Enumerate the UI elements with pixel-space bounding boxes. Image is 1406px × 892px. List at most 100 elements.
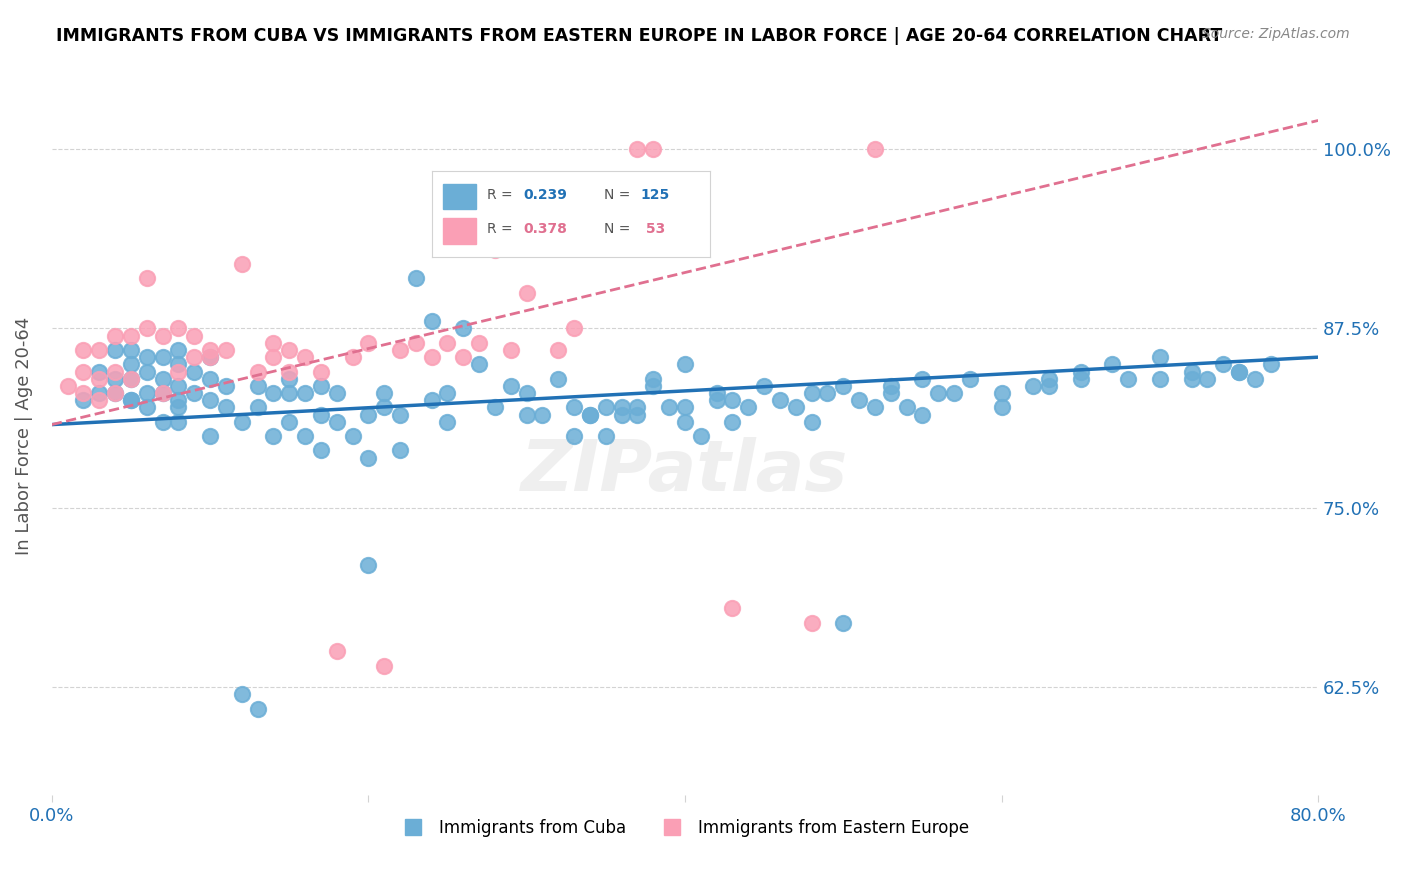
Point <box>1180 365 1202 379</box>
Point <box>215 401 238 415</box>
Point <box>562 429 585 443</box>
Point <box>1180 372 1202 386</box>
Point <box>135 321 157 335</box>
Point <box>863 142 886 156</box>
Point <box>626 408 648 422</box>
Point <box>626 142 648 156</box>
Point <box>896 401 918 415</box>
Point <box>1038 372 1060 386</box>
Point <box>658 401 681 415</box>
Point <box>484 401 506 415</box>
Point <box>1038 379 1060 393</box>
Point <box>453 350 475 364</box>
Point <box>800 615 823 630</box>
Point <box>516 408 538 422</box>
Point <box>1243 372 1265 386</box>
Y-axis label: In Labor Force | Age 20-64: In Labor Force | Age 20-64 <box>15 317 32 555</box>
Point <box>562 401 585 415</box>
Point <box>721 601 744 615</box>
Point <box>785 401 807 415</box>
Point <box>848 393 870 408</box>
Point <box>420 350 443 364</box>
Point <box>420 314 443 328</box>
Point <box>388 443 411 458</box>
Point <box>420 393 443 408</box>
Point <box>1212 357 1234 371</box>
Point <box>152 415 174 429</box>
Point <box>468 357 491 371</box>
Point <box>643 372 665 386</box>
Point <box>405 335 427 350</box>
Point <box>373 401 395 415</box>
Point <box>388 343 411 357</box>
Point <box>643 379 665 393</box>
Point <box>388 408 411 422</box>
Point <box>1070 372 1092 386</box>
Point <box>104 372 127 386</box>
Point <box>262 429 284 443</box>
Point <box>294 350 316 364</box>
Point <box>357 408 380 422</box>
Point <box>152 350 174 364</box>
Point <box>863 401 886 415</box>
Point <box>167 321 190 335</box>
Point <box>89 365 111 379</box>
Point <box>72 386 94 401</box>
Point <box>342 350 364 364</box>
Point <box>167 365 190 379</box>
Point <box>927 386 949 401</box>
Point <box>246 701 269 715</box>
Text: Source: ZipAtlas.com: Source: ZipAtlas.com <box>1202 27 1350 41</box>
Point <box>309 379 332 393</box>
Point <box>373 386 395 401</box>
Point <box>579 408 602 422</box>
Point <box>231 687 253 701</box>
Point <box>278 386 301 401</box>
Point <box>706 393 728 408</box>
Point <box>499 343 522 357</box>
Point <box>1260 357 1282 371</box>
Point <box>183 365 205 379</box>
Point <box>152 386 174 401</box>
Point <box>215 343 238 357</box>
Point <box>1149 372 1171 386</box>
Point <box>231 415 253 429</box>
Point <box>405 271 427 285</box>
Point <box>1101 357 1123 371</box>
Point <box>167 415 190 429</box>
Point <box>198 372 221 386</box>
Point <box>120 372 142 386</box>
Point <box>262 386 284 401</box>
Point <box>453 321 475 335</box>
Point <box>1149 350 1171 364</box>
Point <box>198 343 221 357</box>
Point <box>531 408 554 422</box>
Point <box>373 658 395 673</box>
Text: IMMIGRANTS FROM CUBA VS IMMIGRANTS FROM EASTERN EUROPE IN LABOR FORCE | AGE 20-6: IMMIGRANTS FROM CUBA VS IMMIGRANTS FROM … <box>56 27 1222 45</box>
Point <box>1022 379 1045 393</box>
Point <box>183 386 205 401</box>
Point <box>135 271 157 285</box>
Point <box>643 142 665 156</box>
Point <box>943 386 966 401</box>
Point <box>436 335 458 350</box>
Point <box>516 285 538 300</box>
Point <box>800 415 823 429</box>
Point <box>309 443 332 458</box>
Point <box>152 372 174 386</box>
Point <box>278 415 301 429</box>
Point <box>673 357 696 371</box>
Point <box>436 415 458 429</box>
Point <box>72 365 94 379</box>
Point <box>152 386 174 401</box>
Point <box>72 343 94 357</box>
Point <box>547 343 569 357</box>
Point <box>911 372 934 386</box>
Point <box>89 372 111 386</box>
Point <box>1227 365 1250 379</box>
Point <box>135 386 157 401</box>
Point <box>309 408 332 422</box>
Point <box>104 343 127 357</box>
Point <box>610 401 633 415</box>
Point <box>880 386 903 401</box>
